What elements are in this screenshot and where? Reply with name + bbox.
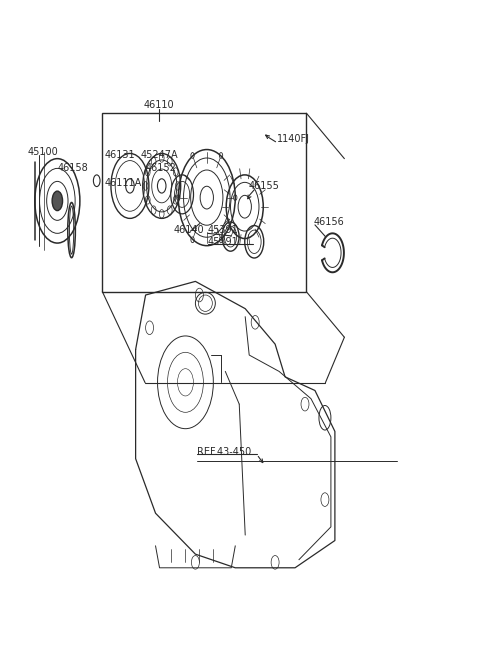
Text: 45100: 45100 [28, 147, 59, 157]
Text: REF.43-450: REF.43-450 [197, 447, 252, 457]
Text: 46111A: 46111A [105, 178, 142, 189]
Text: 45247A: 45247A [140, 151, 178, 160]
Text: 46152: 46152 [145, 163, 176, 174]
Bar [102, 113, 306, 291]
Ellipse shape [52, 191, 62, 211]
Text: 46110: 46110 [144, 100, 175, 110]
Text: 45391: 45391 [208, 225, 239, 235]
Text: 46155: 46155 [249, 181, 279, 191]
Text: 1140FJ: 1140FJ [277, 134, 310, 144]
Text: 46156: 46156 [313, 217, 344, 227]
Text: 46140: 46140 [174, 225, 204, 235]
Text: 45391: 45391 [208, 236, 239, 247]
Text: 46158: 46158 [58, 163, 88, 174]
Text: 46131: 46131 [105, 151, 135, 160]
